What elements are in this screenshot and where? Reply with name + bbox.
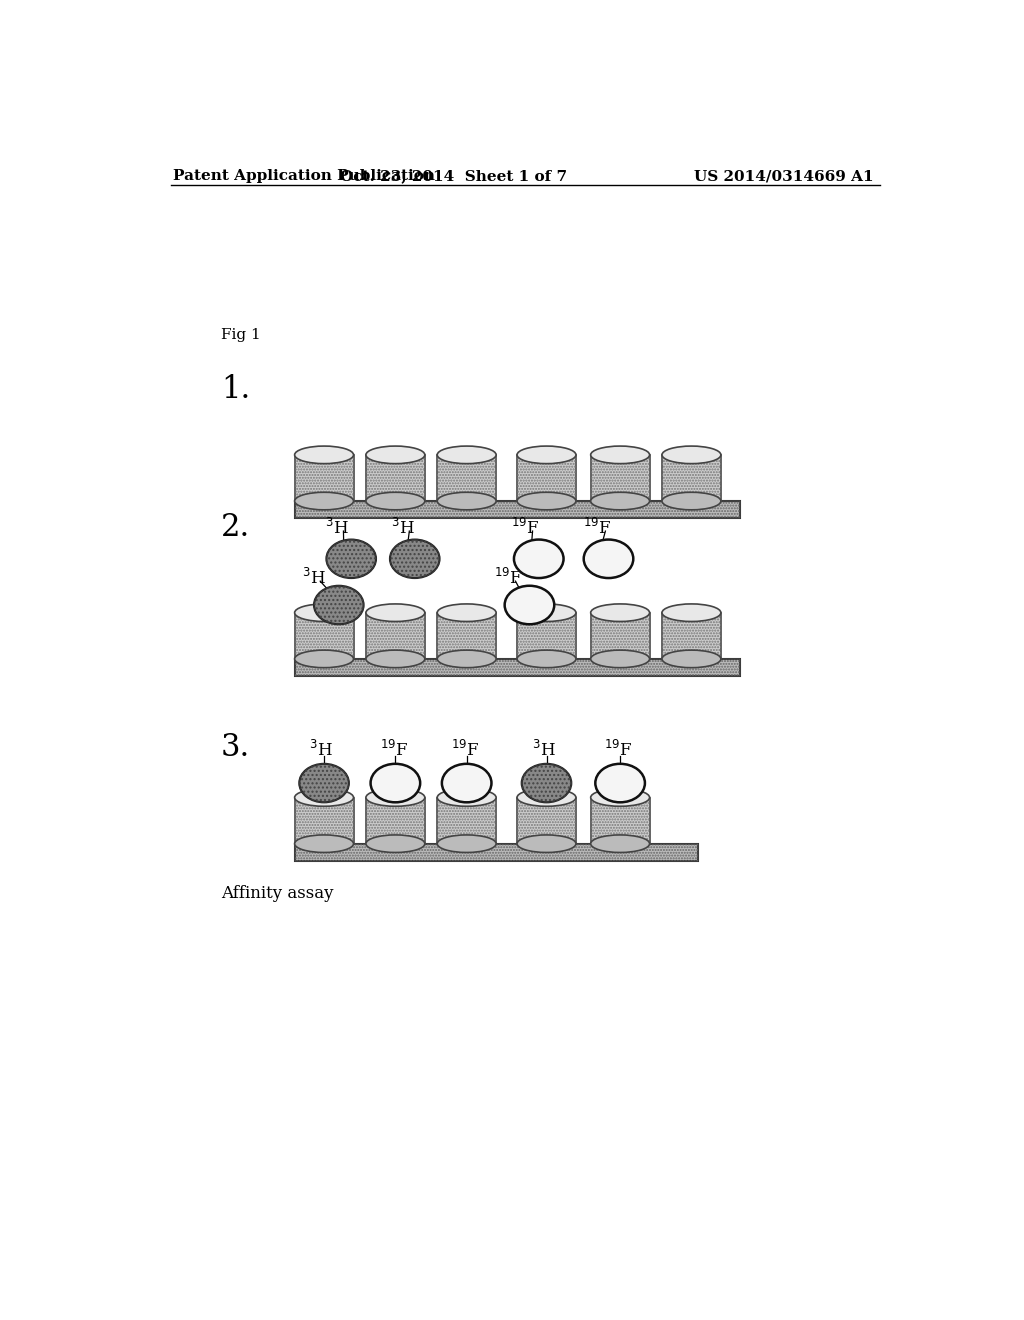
Ellipse shape — [517, 605, 575, 622]
Polygon shape — [591, 797, 649, 843]
Polygon shape — [662, 612, 721, 659]
Ellipse shape — [295, 789, 353, 807]
Text: $^{19}$F: $^{19}$F — [511, 517, 539, 539]
Ellipse shape — [295, 446, 353, 463]
Polygon shape — [295, 502, 740, 517]
Text: $^{3}$H: $^{3}$H — [309, 741, 333, 760]
Polygon shape — [295, 797, 353, 843]
Polygon shape — [295, 843, 697, 861]
Ellipse shape — [371, 764, 420, 803]
Ellipse shape — [295, 605, 353, 622]
Text: $^{19}$F: $^{19}$F — [380, 741, 408, 760]
Polygon shape — [591, 612, 649, 659]
Ellipse shape — [662, 492, 721, 510]
Ellipse shape — [437, 836, 496, 853]
Ellipse shape — [299, 764, 349, 803]
Ellipse shape — [437, 789, 496, 807]
Text: $^{3}$H: $^{3}$H — [531, 741, 555, 760]
Ellipse shape — [517, 651, 575, 668]
Text: 1.: 1. — [221, 374, 250, 405]
Ellipse shape — [595, 764, 645, 803]
Ellipse shape — [366, 836, 425, 853]
Ellipse shape — [517, 492, 575, 510]
Ellipse shape — [517, 836, 575, 853]
Ellipse shape — [584, 540, 633, 578]
Ellipse shape — [662, 651, 721, 668]
Ellipse shape — [662, 446, 721, 463]
Text: $^{3}$H: $^{3}$H — [326, 517, 349, 539]
Polygon shape — [366, 455, 425, 502]
Ellipse shape — [514, 540, 563, 578]
Ellipse shape — [295, 651, 353, 668]
Ellipse shape — [366, 446, 425, 463]
Text: Patent Application Publication: Patent Application Publication — [173, 169, 435, 183]
Ellipse shape — [591, 836, 649, 853]
Polygon shape — [517, 612, 575, 659]
Polygon shape — [295, 612, 353, 659]
Ellipse shape — [366, 605, 425, 622]
Ellipse shape — [591, 651, 649, 668]
Polygon shape — [366, 797, 425, 843]
Ellipse shape — [662, 605, 721, 622]
Polygon shape — [517, 797, 575, 843]
Text: $^{19}$F: $^{19}$F — [604, 741, 633, 760]
Text: $^{19}$F: $^{19}$F — [451, 741, 479, 760]
Polygon shape — [517, 455, 575, 502]
Ellipse shape — [591, 789, 649, 807]
Text: 2.: 2. — [221, 512, 250, 544]
Ellipse shape — [437, 605, 496, 622]
Ellipse shape — [437, 651, 496, 668]
Ellipse shape — [437, 446, 496, 463]
Ellipse shape — [366, 492, 425, 510]
Polygon shape — [437, 612, 496, 659]
Text: $^{3}$H: $^{3}$H — [391, 517, 415, 539]
Text: $^{19}$F: $^{19}$F — [584, 517, 611, 539]
Ellipse shape — [295, 492, 353, 510]
Text: 3.: 3. — [221, 733, 250, 763]
Text: Oct. 23, 2014  Sheet 1 of 7: Oct. 23, 2014 Sheet 1 of 7 — [340, 169, 567, 183]
Ellipse shape — [295, 836, 353, 853]
Ellipse shape — [314, 586, 364, 624]
Polygon shape — [295, 455, 353, 502]
Ellipse shape — [591, 605, 649, 622]
Polygon shape — [437, 797, 496, 843]
Ellipse shape — [327, 540, 376, 578]
Polygon shape — [591, 455, 649, 502]
Ellipse shape — [390, 540, 439, 578]
Text: US 2014/0314669 A1: US 2014/0314669 A1 — [693, 169, 873, 183]
Ellipse shape — [591, 492, 649, 510]
Polygon shape — [295, 659, 740, 676]
Ellipse shape — [517, 446, 575, 463]
Polygon shape — [366, 612, 425, 659]
Ellipse shape — [591, 446, 649, 463]
Ellipse shape — [517, 789, 575, 807]
Ellipse shape — [505, 586, 554, 624]
Text: $^{19}$F: $^{19}$F — [494, 568, 522, 589]
Text: Affinity assay: Affinity assay — [221, 886, 334, 903]
Polygon shape — [437, 455, 496, 502]
Text: $^{3}$H: $^{3}$H — [302, 568, 326, 589]
Ellipse shape — [366, 651, 425, 668]
Ellipse shape — [521, 764, 571, 803]
Text: Fig 1: Fig 1 — [221, 329, 261, 342]
Ellipse shape — [366, 789, 425, 807]
Ellipse shape — [442, 764, 492, 803]
Ellipse shape — [437, 492, 496, 510]
Polygon shape — [662, 455, 721, 502]
